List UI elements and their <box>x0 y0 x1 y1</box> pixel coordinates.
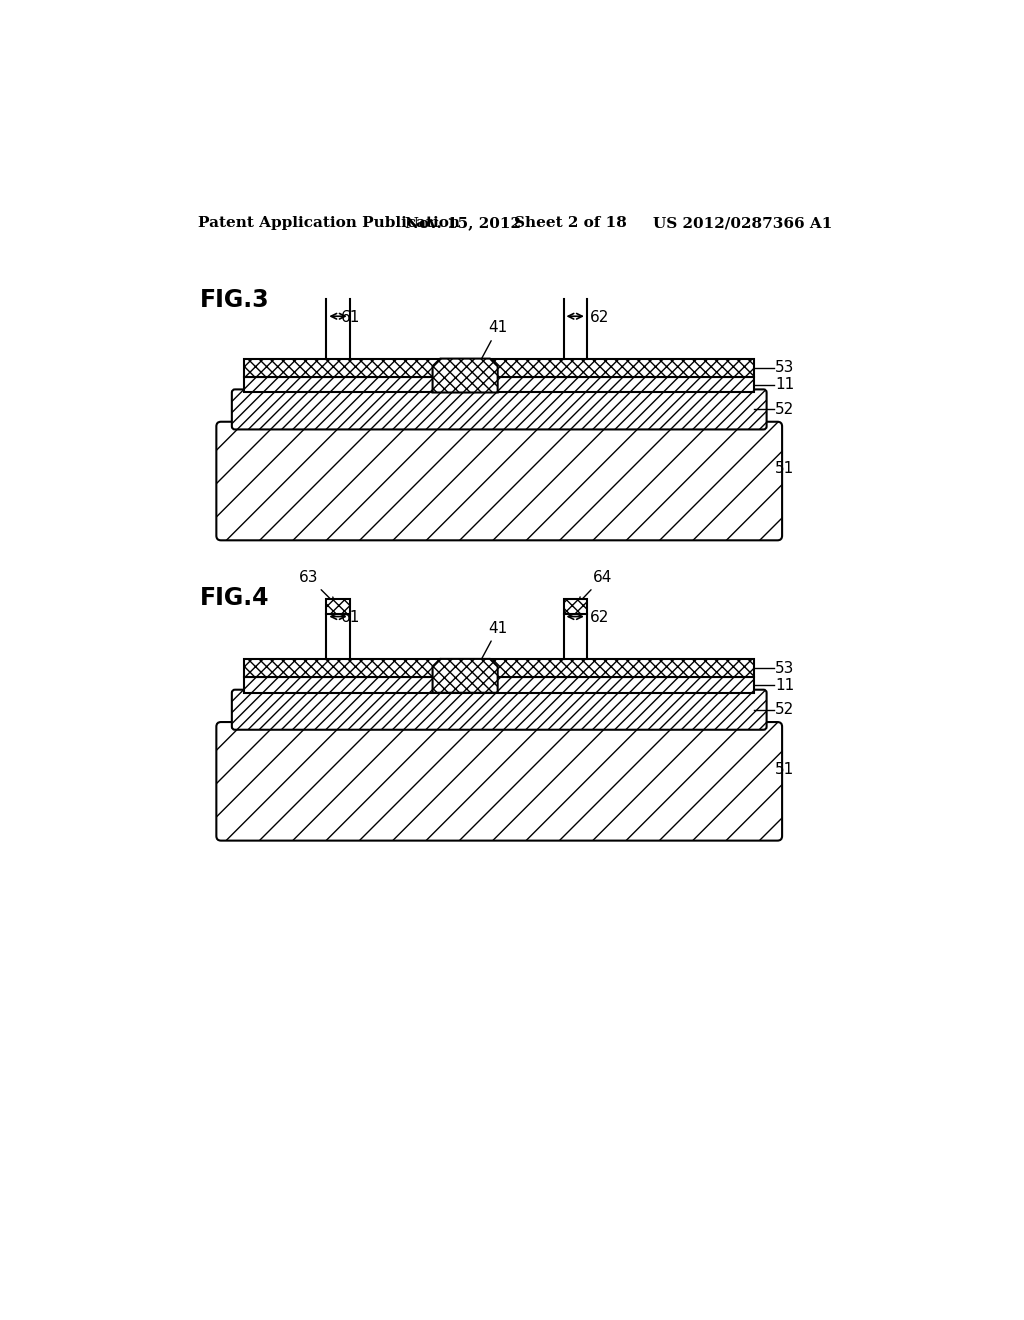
FancyBboxPatch shape <box>231 389 767 429</box>
Text: 52: 52 <box>775 702 795 717</box>
Text: 61: 61 <box>341 310 360 325</box>
Text: Patent Application Publication: Patent Application Publication <box>198 216 460 230</box>
Text: Sheet 2 of 18: Sheet 2 of 18 <box>514 216 627 230</box>
Text: US 2012/0287366 A1: US 2012/0287366 A1 <box>653 216 833 230</box>
Text: 41: 41 <box>467 620 508 688</box>
Text: Nov. 15, 2012: Nov. 15, 2012 <box>406 216 521 230</box>
Text: 41: 41 <box>467 321 508 387</box>
Bar <box>245 378 755 392</box>
Text: 51: 51 <box>775 762 795 776</box>
FancyBboxPatch shape <box>216 422 782 540</box>
Text: 11: 11 <box>775 378 795 392</box>
Text: 63: 63 <box>299 570 335 603</box>
Polygon shape <box>432 659 498 693</box>
Bar <box>563 599 587 614</box>
Text: 52: 52 <box>775 401 795 417</box>
Text: 53: 53 <box>775 360 795 375</box>
Bar <box>245 359 440 378</box>
Text: 53: 53 <box>775 660 795 676</box>
Polygon shape <box>432 359 498 392</box>
Text: 11: 11 <box>775 677 795 693</box>
Text: FIG.3: FIG.3 <box>200 288 269 312</box>
Text: 62: 62 <box>590 310 609 325</box>
Text: 51: 51 <box>775 461 795 477</box>
FancyBboxPatch shape <box>231 689 767 730</box>
Bar <box>489 359 755 378</box>
Bar <box>245 677 755 693</box>
Bar <box>327 599 349 614</box>
Bar <box>489 659 755 677</box>
Text: 62: 62 <box>590 610 609 626</box>
Bar <box>245 659 440 677</box>
Text: 64: 64 <box>579 570 612 603</box>
Text: 61: 61 <box>341 610 360 626</box>
FancyBboxPatch shape <box>216 722 782 841</box>
Text: FIG.4: FIG.4 <box>200 586 269 610</box>
